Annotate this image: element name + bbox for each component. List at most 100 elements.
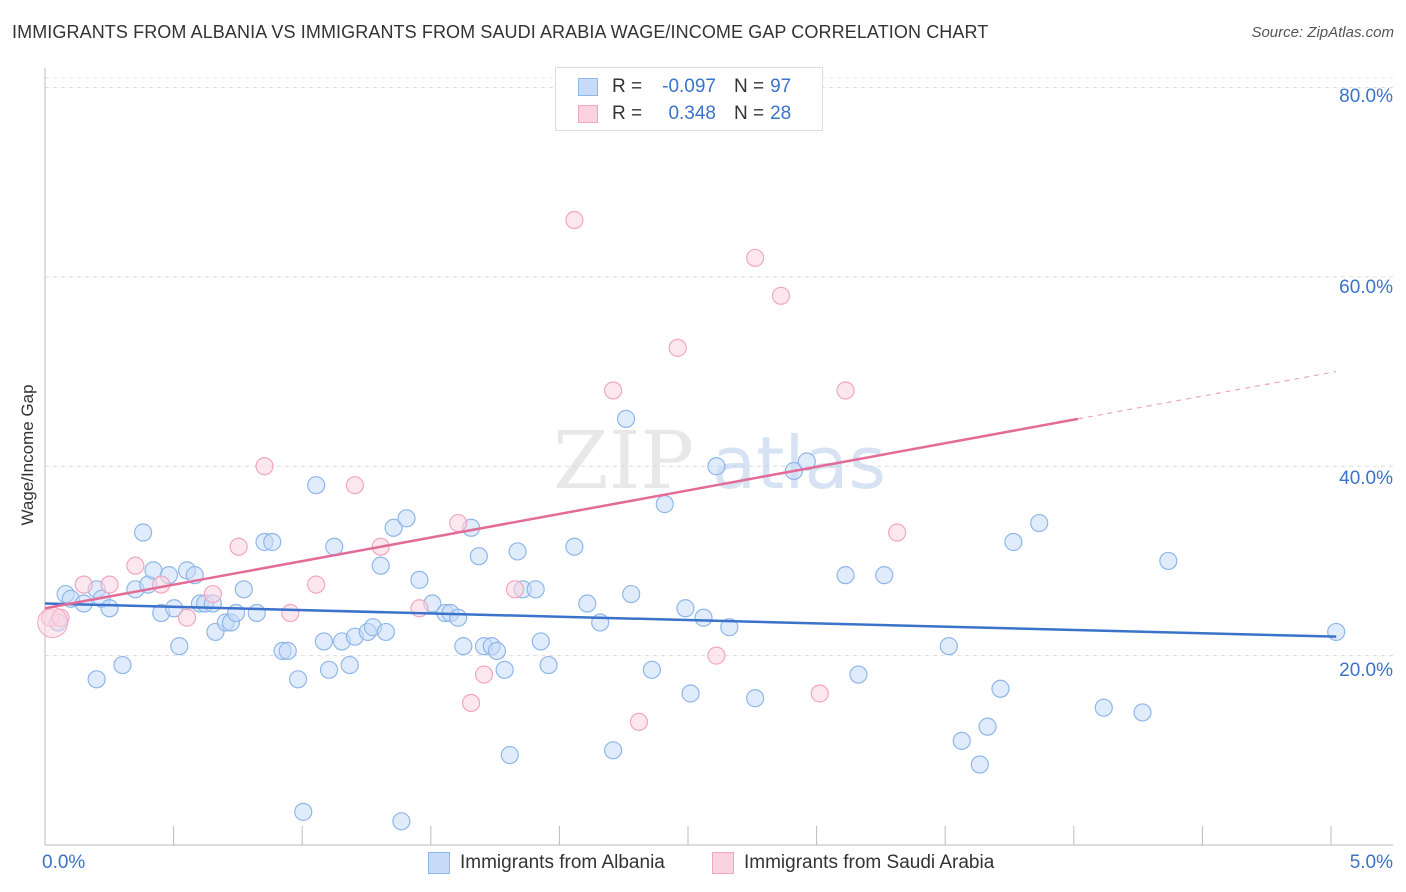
data-point [397, 509, 416, 528]
y-tick-label-80: 80.0% [1339, 86, 1393, 107]
data-point-cluster [37, 606, 69, 638]
series-label-albania: Immigrants from Albania [460, 852, 665, 873]
data-point [991, 679, 1010, 698]
trend-line [44, 602, 1337, 638]
data-point [797, 452, 816, 471]
data-point [836, 566, 855, 585]
data-points [37, 210, 1346, 831]
data-point [707, 457, 726, 476]
series-legend-saudi-arabia: Immigrants from Saudi Arabia [712, 852, 994, 874]
data-point [461, 693, 481, 713]
data-point [454, 637, 473, 656]
data-point [970, 755, 989, 774]
legend-swatch-albania [578, 78, 598, 96]
data-point [939, 637, 958, 656]
data-point [288, 670, 308, 689]
data-point [113, 655, 132, 675]
data-point [508, 542, 527, 561]
y-tick-label-40: 40.0% [1339, 468, 1393, 489]
data-point [281, 603, 300, 623]
data-point [87, 670, 106, 689]
r-label: R = [612, 103, 643, 124]
data-point [177, 608, 197, 627]
x-tick-label-max: 5.0% [1349, 852, 1393, 873]
data-point [1133, 703, 1152, 722]
data-point [203, 584, 222, 604]
data-point [622, 584, 641, 604]
data-point [449, 608, 468, 627]
data-point [234, 580, 253, 599]
y-tick-label-60: 60.0% [1339, 277, 1393, 298]
x-tick-label-min: 0.0% [42, 852, 86, 873]
data-point [681, 684, 700, 703]
legend-swatch-saudi-arabia [578, 105, 598, 123]
data-point [100, 575, 119, 594]
data-point [345, 476, 364, 495]
trend-line [44, 417, 1079, 610]
data-point [746, 248, 765, 268]
source-note: Source: ZipAtlas.com [1251, 24, 1394, 41]
series-swatch-albania [428, 852, 450, 874]
r-label: R = [612, 76, 643, 97]
data-point [629, 712, 649, 732]
data-point [604, 741, 623, 760]
data-point [376, 622, 395, 642]
data-point [307, 476, 326, 495]
data-point [676, 599, 695, 618]
data-point [875, 566, 894, 585]
data-point [307, 575, 326, 594]
data-point [694, 608, 713, 627]
n-label: N = [734, 103, 765, 124]
data-point [668, 338, 687, 357]
data-point [340, 655, 359, 675]
data-point [578, 594, 597, 613]
data-point [849, 665, 868, 684]
data-point [642, 660, 661, 679]
data-point [539, 655, 558, 675]
data-point [746, 689, 765, 708]
data-point [810, 684, 829, 703]
data-point [888, 523, 907, 542]
data-point [565, 210, 584, 230]
grid-lines [45, 77, 1393, 657]
data-point [531, 632, 550, 651]
series-swatch-saudi-arabia [712, 852, 734, 874]
n-value-albania: 97 [770, 76, 792, 97]
data-point [978, 717, 997, 736]
data-point [495, 660, 514, 679]
data-point [319, 660, 339, 679]
r-value-albania: -0.097 [662, 76, 716, 97]
data-point [469, 547, 488, 566]
data-point [325, 537, 344, 556]
data-point [1004, 532, 1023, 552]
axes [44, 68, 1393, 846]
data-point [294, 802, 313, 821]
n-label: N = [734, 76, 765, 97]
data-point [707, 646, 726, 665]
trend-line-extension [1077, 370, 1337, 420]
data-point [1159, 551, 1178, 571]
data-point [371, 556, 390, 575]
data-point [134, 523, 153, 542]
trend-lines [44, 370, 1337, 638]
data-point [1327, 622, 1346, 642]
r-value-saudi-arabia: 0.348 [668, 103, 716, 124]
data-point [487, 641, 507, 660]
data-point [500, 745, 519, 765]
data-point [100, 599, 119, 618]
data-point [1094, 698, 1113, 717]
data-point [771, 286, 791, 305]
data-point [526, 580, 545, 599]
data-point [229, 537, 248, 556]
data-point [1030, 513, 1049, 533]
data-point [720, 618, 739, 637]
data-point [384, 518, 403, 537]
data-point [505, 580, 525, 599]
data-point [604, 381, 623, 400]
data-point [263, 532, 282, 552]
series-label-saudi-arabia: Immigrants from Saudi Arabia [744, 852, 995, 873]
data-point [410, 570, 429, 589]
data-point [126, 556, 145, 575]
data-point [449, 513, 468, 533]
